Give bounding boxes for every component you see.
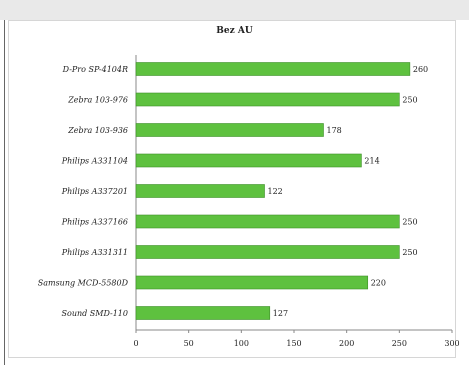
bar-6 <box>135 245 400 259</box>
category-label: Philips A331104 <box>61 157 128 166</box>
bar-3 <box>135 153 362 168</box>
bar-0 <box>135 62 411 76</box>
bar-1 <box>135 92 400 107</box>
data-label: 250 <box>402 218 417 227</box>
chart-border <box>8 20 456 358</box>
x-tick-label: 50 <box>184 339 194 348</box>
bar-2 <box>135 123 324 137</box>
x-tick-label: 100 <box>234 339 249 348</box>
category-label: Philips A331311 <box>61 248 128 257</box>
bar-8 <box>135 306 271 320</box>
bar-5 <box>135 214 400 229</box>
data-label: 214 <box>364 157 379 166</box>
x-tick-label: 0 <box>133 339 138 348</box>
data-label: 122 <box>268 187 283 196</box>
category-label: Sound SMD-110 <box>62 309 128 318</box>
bar-7 <box>135 275 369 290</box>
data-label: 250 <box>402 248 417 257</box>
data-label: 260 <box>413 65 428 74</box>
x-tick-label: 250 <box>392 339 407 348</box>
category-label: Philips A337166 <box>61 218 128 227</box>
category-label: Zebra 103-976 <box>67 96 128 105</box>
data-label: 127 <box>273 309 288 318</box>
category-label: Samsung MCD-5580D <box>38 279 129 288</box>
category-label: Zebra 103-936 <box>67 126 128 135</box>
data-label: 178 <box>326 126 341 135</box>
x-tick-label: 150 <box>286 339 301 348</box>
bar-4 <box>135 184 265 198</box>
data-label: 250 <box>402 96 417 105</box>
x-tick-label: 300 <box>444 339 459 348</box>
top-bar <box>0 0 469 20</box>
chart-title: Bez AU <box>216 26 253 36</box>
category-label: D-Pro SP-4104R <box>62 65 128 74</box>
left-border <box>4 20 5 365</box>
x-tick-label: 200 <box>339 339 354 348</box>
data-label: 220 <box>371 279 386 288</box>
category-label: Philips A337201 <box>61 187 128 196</box>
